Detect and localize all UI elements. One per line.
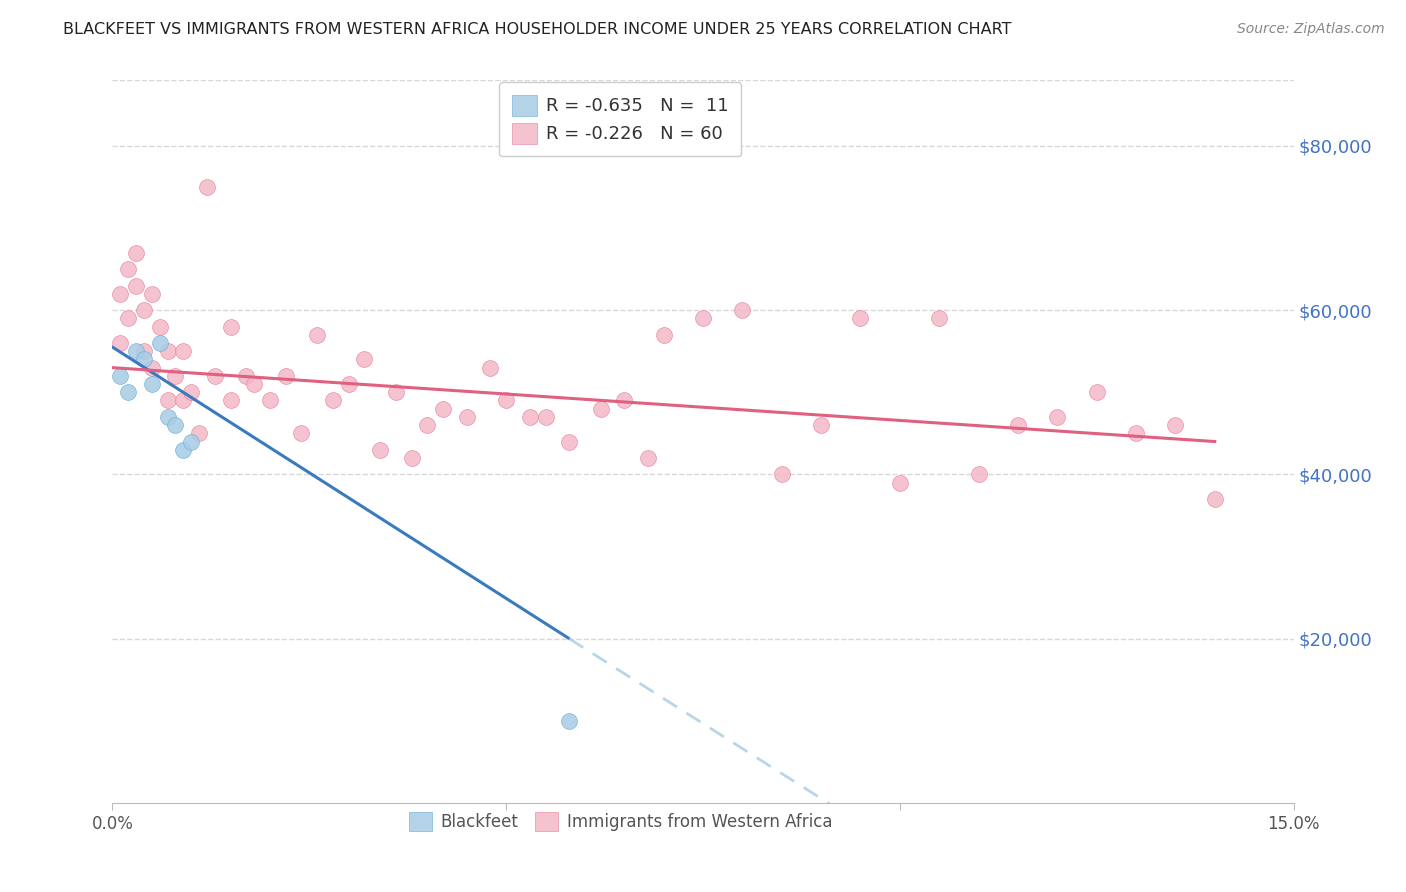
Point <box>652 327 675 342</box>
Point <box>141 286 163 301</box>
Point <box>1125 426 1147 441</box>
Point <box>558 434 581 449</box>
Point <box>125 278 148 293</box>
Point <box>1046 409 1069 424</box>
Point <box>180 434 202 449</box>
Point <box>110 336 132 351</box>
Point <box>172 344 194 359</box>
Point <box>558 714 581 728</box>
Point <box>204 368 226 383</box>
Point <box>416 418 439 433</box>
Point <box>432 401 454 416</box>
Point <box>172 393 194 408</box>
Point <box>928 311 950 326</box>
Point <box>219 393 242 408</box>
Point <box>368 442 391 457</box>
Point <box>149 319 172 334</box>
Point <box>1164 418 1187 433</box>
Text: Source: ZipAtlas.com: Source: ZipAtlas.com <box>1237 22 1385 37</box>
Point <box>770 467 793 482</box>
Point <box>149 336 172 351</box>
Point <box>117 262 139 277</box>
Point <box>180 385 202 400</box>
Point <box>322 393 344 408</box>
Point <box>967 467 990 482</box>
Point <box>195 180 218 194</box>
Point <box>637 450 659 465</box>
Point <box>401 450 423 465</box>
Point <box>110 368 132 383</box>
Point <box>1085 385 1108 400</box>
Point <box>132 344 155 359</box>
Point <box>274 368 297 383</box>
Point <box>110 286 132 301</box>
Point <box>589 401 612 416</box>
Point <box>731 303 754 318</box>
Point <box>849 311 872 326</box>
Point <box>456 409 478 424</box>
Point <box>235 368 257 383</box>
Point <box>290 426 312 441</box>
Point <box>353 352 375 367</box>
Point <box>125 344 148 359</box>
Point <box>243 377 266 392</box>
Point <box>219 319 242 334</box>
Point <box>1204 491 1226 506</box>
Point <box>156 409 179 424</box>
Point <box>117 385 139 400</box>
Point <box>156 344 179 359</box>
Text: BLACKFEET VS IMMIGRANTS FROM WESTERN AFRICA HOUSEHOLDER INCOME UNDER 25 YEARS CO: BLACKFEET VS IMMIGRANTS FROM WESTERN AFR… <box>63 22 1012 37</box>
Point <box>613 393 636 408</box>
Point <box>117 311 139 326</box>
Point <box>385 385 408 400</box>
Point <box>125 245 148 260</box>
Point <box>337 377 360 392</box>
Point <box>259 393 281 408</box>
Point <box>165 418 187 433</box>
Point <box>519 409 541 424</box>
Point <box>495 393 517 408</box>
Point <box>132 303 155 318</box>
Point <box>1007 418 1029 433</box>
Legend: Blackfeet, Immigrants from Western Africa: Blackfeet, Immigrants from Western Afric… <box>402 805 839 838</box>
Point <box>889 475 911 490</box>
Point <box>188 426 211 441</box>
Point <box>307 327 329 342</box>
Point <box>479 360 502 375</box>
Point <box>692 311 714 326</box>
Point <box>810 418 832 433</box>
Point <box>172 442 194 457</box>
Point <box>534 409 557 424</box>
Point <box>165 368 187 383</box>
Point <box>141 360 163 375</box>
Point <box>141 377 163 392</box>
Point <box>132 352 155 367</box>
Point <box>156 393 179 408</box>
